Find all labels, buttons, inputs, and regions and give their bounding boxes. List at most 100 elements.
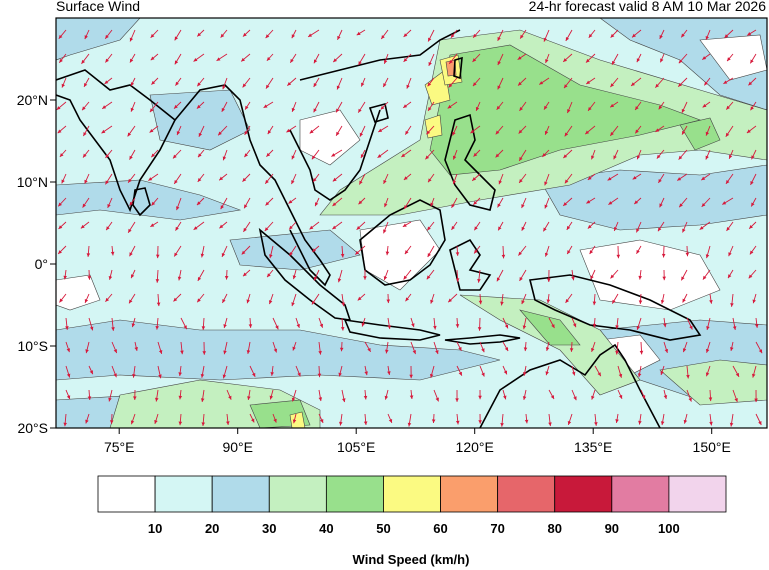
wind-arrow <box>313 77 320 88</box>
wind-arrow <box>268 293 274 305</box>
wind-arrow <box>732 389 738 403</box>
wind-arrow <box>85 341 90 354</box>
wind-arrow <box>226 413 230 426</box>
wind-arrow <box>478 293 483 305</box>
wind-arrow <box>81 101 90 111</box>
wind-arrow <box>587 101 596 112</box>
wind-arrow <box>447 101 458 109</box>
wind-arrow <box>314 197 320 207</box>
wind-arrow <box>222 77 228 90</box>
wind-arrow <box>427 173 435 183</box>
wind-arrow <box>384 389 389 400</box>
wind-arrow <box>609 125 619 137</box>
wind-arrow <box>686 317 693 330</box>
wind-arrow <box>455 317 460 328</box>
wind-arrow <box>340 245 345 258</box>
wind-arrow <box>455 413 460 425</box>
wind-arrow <box>291 149 297 160</box>
wind-arrow <box>309 221 320 230</box>
wind-arrow <box>610 29 619 38</box>
wind-arrow <box>566 221 573 231</box>
wind-arrow <box>502 365 508 375</box>
colorbar-label: 40 <box>319 521 333 536</box>
wind-arrow <box>676 173 688 181</box>
wind-arrow <box>129 197 136 206</box>
wind-arrow <box>477 269 481 283</box>
wind-arrow <box>427 245 435 258</box>
wind-arrow <box>728 245 734 257</box>
wind-arrow <box>730 293 734 307</box>
wind-arrow <box>639 341 644 355</box>
wind-arrow <box>175 221 182 231</box>
wind-arrow <box>497 53 504 66</box>
wind-arrow <box>478 413 482 424</box>
wind-arrow <box>544 173 550 186</box>
wind-arrow <box>292 269 297 280</box>
wind-arrow <box>522 365 527 376</box>
wind-arrow <box>477 317 482 331</box>
wind-arrow <box>221 293 228 304</box>
wind-arrow <box>380 101 389 110</box>
wind-arrow <box>502 317 509 329</box>
wind-arrow <box>403 173 412 181</box>
wind-arrow <box>288 221 297 230</box>
wind-arrow <box>243 197 251 209</box>
wind-arrow <box>292 413 297 424</box>
wind-arrow <box>266 53 274 62</box>
wind-arrow <box>683 413 688 424</box>
wind-arrow <box>226 389 232 400</box>
wind-arrow <box>358 53 366 66</box>
wind-arrow <box>197 173 205 183</box>
wind-arrow <box>732 317 737 331</box>
wind-arrow <box>427 77 435 87</box>
wind-arrow <box>311 293 320 305</box>
wind-arrow <box>472 77 481 87</box>
wind-arrow <box>611 53 619 65</box>
colorbar-swatch <box>611 475 670 513</box>
wind-arrow <box>591 389 596 400</box>
wind-arrow <box>747 29 757 36</box>
wind-arrow <box>726 221 734 232</box>
colorbar-label: 80 <box>547 521 561 536</box>
wind-arrow <box>656 149 665 159</box>
wind-arrow <box>380 29 389 40</box>
wind-arrow <box>198 125 205 137</box>
wind-arrow <box>266 149 274 157</box>
wind-arrow <box>519 101 527 112</box>
wind-arrow <box>609 101 619 108</box>
wind-arrow <box>241 245 251 255</box>
wind-arrow <box>242 269 251 277</box>
wind-arrow <box>172 149 182 159</box>
colorbar-label: 10 <box>148 521 162 536</box>
wind-arrow <box>705 125 711 136</box>
wind-arrow <box>452 125 458 136</box>
wind-arrow <box>705 365 711 377</box>
wind-arrow <box>133 389 137 400</box>
wind-arrow <box>754 389 758 403</box>
wind-arrow <box>638 293 643 304</box>
wind-arrow <box>659 29 665 40</box>
wind-arrow <box>433 341 439 355</box>
wind-arrow <box>218 173 228 181</box>
wind-arrow <box>456 365 463 376</box>
colorbar-swatch <box>154 475 213 513</box>
lon-tick-label: 150°E <box>693 439 731 455</box>
wind-arrow <box>701 173 711 181</box>
wind-vectors <box>56 29 763 427</box>
wind-arrow <box>680 269 688 281</box>
wind-arrow <box>427 101 435 112</box>
wind-arrow <box>610 77 619 88</box>
wind-arrow <box>452 173 458 185</box>
wind-arrow <box>150 29 159 39</box>
wind-arrow <box>497 77 504 90</box>
wind-arrow <box>63 413 67 427</box>
wind-arrow <box>701 197 711 208</box>
wind-arrow <box>291 29 297 39</box>
wind-arrow <box>82 197 90 208</box>
wind-arrow <box>222 365 228 379</box>
wind-arrow <box>88 317 94 331</box>
wind-arrow <box>313 101 320 113</box>
wind-arrow <box>307 29 320 38</box>
wind-arrow <box>318 413 324 424</box>
wind-arrow <box>640 389 646 400</box>
